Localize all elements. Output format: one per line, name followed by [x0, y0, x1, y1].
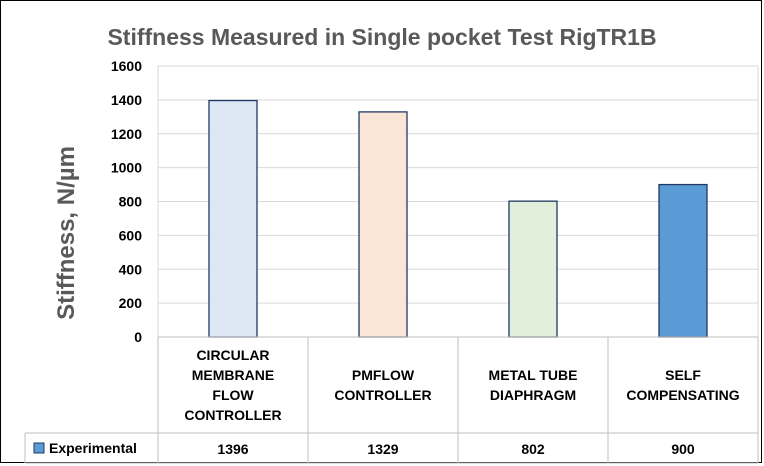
y-axis-label: Stiffness, N/µm	[53, 146, 80, 320]
category-label: PMFLOW	[352, 367, 415, 383]
y-tick-label: 400	[119, 261, 143, 277]
data-table: CIRCULAR MEMBRANE FLOW CONTROLLER PMFLOW CONT…	[24, 336, 759, 464]
category-label: FLOW	[212, 387, 254, 403]
category-label: SELF	[665, 367, 701, 383]
data-value-label: 802	[521, 441, 545, 457]
bar	[658, 183, 708, 338]
y-axis-ticks: 0 200 400 600 800 1000 1200 1400 1600	[111, 58, 142, 345]
data-value-label: 900	[671, 441, 695, 457]
legend-swatch	[33, 442, 45, 454]
data-value-label: 1396	[217, 441, 248, 457]
y-tick-label: 0	[134, 329, 142, 345]
y-tick-label: 200	[119, 295, 143, 311]
category-label: CONTROLLER	[334, 387, 431, 403]
category-label: MEMBRANE	[192, 367, 274, 383]
y-tick-label: 1000	[111, 160, 142, 176]
category-label: METAL TUBE	[489, 367, 578, 383]
bar	[208, 99, 258, 338]
y-tick-label: 1200	[111, 126, 142, 142]
category-label: COMPENSATING	[626, 387, 739, 403]
legend-label: Experimental	[49, 440, 137, 456]
bars	[208, 99, 708, 338]
data-value-label: 1329	[367, 441, 398, 457]
bar	[358, 111, 408, 338]
y-tick-label: 600	[119, 227, 143, 243]
category-label: CONTROLLER	[184, 407, 281, 423]
y-tick-label: 1400	[111, 92, 142, 108]
bar	[508, 200, 558, 338]
chart-title: Stiffness Measured in Single pocket Test…	[107, 24, 656, 50]
y-tick-label: 800	[119, 194, 143, 210]
y-tick-label: 1600	[111, 58, 142, 74]
category-label: DIAPHRAGM	[490, 387, 576, 403]
category-label: CIRCULAR	[196, 347, 269, 363]
